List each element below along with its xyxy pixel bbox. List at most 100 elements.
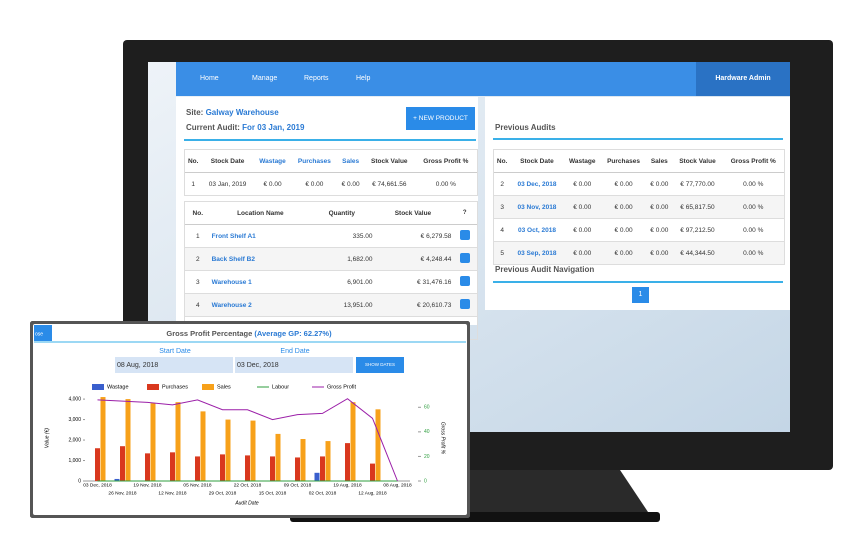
- table-cell: € 0.00: [600, 195, 647, 219]
- table-cell: 4: [494, 218, 511, 242]
- nav-item[interactable]: Help: [356, 75, 371, 82]
- table-row: 4 03 Oct, 2018 € 0.00 € 0.00 € 0.00 € 97,212.…: [494, 218, 784, 242]
- header-row: No. Location Name Quantity Stock Value?: [185, 202, 477, 225]
- nav-item[interactable]: Manage: [252, 75, 278, 82]
- bar: [375, 409, 381, 481]
- bar: [100, 397, 106, 481]
- end-input[interactable]: [235, 357, 353, 373]
- nav-item[interactable]: Home: [200, 75, 219, 82]
- table-cell: € 0.00: [600, 241, 647, 264]
- checkbox[interactable]: [459, 299, 470, 309]
- checkbox[interactable]: [459, 253, 470, 263]
- chart-popup: ose Gross Profit Percentage (Average GP:…: [30, 321, 470, 518]
- show-dates-button[interactable]: [356, 357, 404, 373]
- end-value: 03 Dec, 2018: [237, 362, 279, 369]
- table: No. Stock Date Wastage Purchases Sales Stock …: [494, 150, 784, 264]
- start-value: 08 Aug, 2018: [117, 362, 158, 369]
- bar: [370, 463, 375, 481]
- table-cell: 03 Jan, 2019: [201, 172, 254, 195]
- table-cell: 3: [494, 195, 511, 219]
- bar: [295, 457, 300, 481]
- table-cell: € 0.00: [646, 241, 673, 264]
- legend-swatch: [202, 384, 214, 390]
- table-cell: 0.00 %: [722, 195, 784, 219]
- section-title: Previous Audits: [495, 123, 556, 132]
- y2-axis-label: Gross Profit %: [440, 422, 446, 455]
- y2-tick-label: 0: [424, 478, 427, 484]
- left-panel: Site: Galway Warehouse Current Audit: Fo…: [176, 97, 478, 340]
- site-line: Site: Galway Warehouse: [186, 108, 279, 117]
- checkbox[interactable]: [459, 230, 470, 240]
- checkbox[interactable]: [459, 276, 470, 286]
- table-cell: 0.00 %: [722, 172, 784, 196]
- bar: [300, 439, 306, 481]
- table-cell: € 0.00: [563, 172, 601, 196]
- subtitle: (Average GP: 62.27%): [254, 329, 332, 338]
- previous-table: No. Stock Date Wastage Purchases Sales Stock …: [493, 149, 785, 265]
- column-header: Gross Profit %: [414, 150, 477, 173]
- close-button[interactable]: [34, 325, 52, 341]
- table-cell[interactable]: 03 Sep, 2018: [510, 241, 564, 264]
- divider: [493, 138, 783, 140]
- legend-swatch: [147, 384, 159, 390]
- table-cell[interactable]: 03 Dec, 2018: [510, 172, 564, 196]
- y-tick-label: 3,000: [68, 417, 81, 423]
- table-row: 2 Back Shelf B2 1,682.00 € 4,248.44: [185, 247, 477, 271]
- table-cell: 335.00: [310, 224, 374, 248]
- page-button[interactable]: 1: [632, 287, 649, 303]
- table-cell: 1: [185, 172, 202, 195]
- table-cell[interactable]: Warehouse 2: [210, 293, 311, 317]
- y-tick-label: 0: [78, 478, 81, 484]
- table-cell: 5: [494, 241, 511, 264]
- checkbox-cell: [452, 224, 477, 248]
- button-label: SHOW DATES: [365, 362, 395, 367]
- table-cell: 1: [185, 224, 211, 248]
- table-cell[interactable]: Back Shelf B2: [210, 247, 311, 271]
- x-tick-label: 12 Aug, 2018: [358, 490, 387, 496]
- checkbox-cell: [452, 270, 477, 294]
- x-tick-label: 26 Nov, 2018: [108, 490, 137, 496]
- x-tick-label: 02 Oct, 2018: [309, 490, 337, 496]
- bar: [175, 402, 181, 481]
- legend-label: Wastage: [107, 384, 129, 390]
- table-cell: 1,682.00: [310, 247, 374, 271]
- y-axis-label: Value (€): [44, 428, 50, 448]
- bar: [120, 446, 125, 481]
- x-tick-label: 29 Oct, 2018: [209, 490, 237, 496]
- table-row: 4 Warehouse 2 13,951.00 € 20,610.73: [185, 293, 477, 317]
- bar: [220, 454, 225, 481]
- right-panel: Previous Audits No. Stock Date Wastage Purc…: [485, 97, 790, 310]
- table-cell[interactable]: Front Shelf A1: [210, 224, 311, 248]
- table-cell: € 0.00: [563, 195, 601, 219]
- table-cell: € 0.00: [646, 218, 673, 242]
- legend-label: Purchases: [162, 384, 188, 390]
- user-menu[interactable]: Hardware Admin: [696, 62, 790, 96]
- table-cell: € 0.00: [646, 195, 673, 219]
- new-product-button[interactable]: + NEW PRODUCT: [406, 107, 475, 130]
- divider: [493, 281, 783, 283]
- table-cell[interactable]: Warehouse 1: [210, 270, 311, 294]
- table-cell: € 0.00: [646, 172, 673, 196]
- bar: [270, 456, 275, 481]
- start-input[interactable]: [115, 357, 233, 373]
- location-table: No. Location Name Quantity Stock Value? 1 Fro…: [184, 201, 478, 340]
- table-row: 1 Front Shelf A1 335.00 € 6,279.58: [185, 224, 477, 248]
- table-cell[interactable]: 03 Oct, 2018: [510, 218, 564, 242]
- bar: [170, 452, 175, 481]
- nav-item[interactable]: Reports: [304, 75, 329, 82]
- chart-title: Gross Profit Percentage (Average GP: 62.…: [166, 329, 332, 338]
- line: [97, 398, 398, 482]
- y-tick-label: 4,000: [68, 396, 81, 402]
- bar: [345, 443, 350, 481]
- x-tick-label: 09 Oct, 2018: [284, 482, 312, 488]
- table: No. Stock Date Wastage Purchases Sales Stock …: [185, 150, 477, 195]
- table-cell[interactable]: 03 Nov, 2018: [510, 195, 564, 219]
- bar: [145, 453, 150, 481]
- legend-label: Labour: [272, 384, 289, 390]
- navbar: Hardware Admin Home Manage Reports Help: [176, 62, 790, 96]
- checkbox-cell: [452, 247, 477, 271]
- bar: [320, 456, 325, 481]
- column-header: Wastage: [253, 150, 292, 173]
- column-header: Purchases: [600, 150, 647, 173]
